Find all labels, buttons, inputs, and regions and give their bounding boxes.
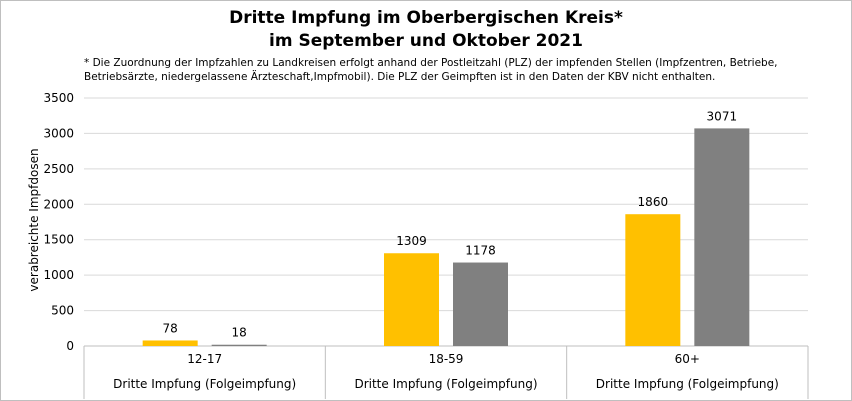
data-label: 3071 <box>707 109 738 123</box>
data-label: 1178 <box>465 244 496 258</box>
y-tick-label: 500 <box>51 304 74 318</box>
bar <box>625 214 681 346</box>
chart-title-line-1: Dritte Impfung im Oberbergischen Kreis* <box>229 8 623 28</box>
chart-footnote-line-1: * Die Zuordnung der Impfzahlen zu Landkr… <box>84 57 778 69</box>
x-tick-label: 12-17 <box>187 352 222 366</box>
x-group-label: Dritte Impfung (Folgeimpfung) <box>596 377 779 391</box>
x-tick-label: 18-59 <box>429 352 464 366</box>
x-group-label: Dritte Impfung (Folgeimpfung) <box>354 377 537 391</box>
chart-footnote: * Die Zuordnung der Impfzahlen zu Landkr… <box>84 56 824 84</box>
data-label: 1309 <box>396 234 427 248</box>
y-tick-label: 1500 <box>43 233 74 247</box>
chart-title-line-2: im September und Oktober 2021 <box>269 31 583 51</box>
y-tick-label: 2000 <box>43 197 74 211</box>
chart-title: Dritte Impfung im Oberbergischen Kreis* … <box>0 7 852 53</box>
data-labels: 78 18 1309 1178 1860 3071 <box>163 109 738 339</box>
y-axis-title: verabreichte Impfdosen <box>27 148 41 291</box>
bar <box>142 340 198 346</box>
data-label: 1860 <box>638 195 669 209</box>
y-tick-label: 3500 <box>43 91 74 105</box>
bar <box>384 253 439 346</box>
data-label: 78 <box>163 321 178 335</box>
x-tick-label: 60+ <box>675 352 700 366</box>
data-label: 18 <box>232 326 247 340</box>
chart-footnote-line-2: Betriebsärzte, niedergelassene Ärztescha… <box>84 71 716 83</box>
x-group-label: Dritte Impfung (Folgeimpfung) <box>113 377 296 391</box>
y-tick-label: 2500 <box>43 162 74 176</box>
y-tick-label: 1000 <box>43 268 74 282</box>
gridlines <box>84 97 808 312</box>
axes: 0 500 1000 1500 2000 2500 3000 3500 12-17 Dritte … <box>43 91 809 399</box>
bar <box>453 262 508 346</box>
bars <box>142 128 750 346</box>
bar <box>211 344 267 346</box>
y-tick-label: 3000 <box>43 126 74 140</box>
bar <box>694 128 750 346</box>
y-tick-label: 0 <box>66 339 74 353</box>
